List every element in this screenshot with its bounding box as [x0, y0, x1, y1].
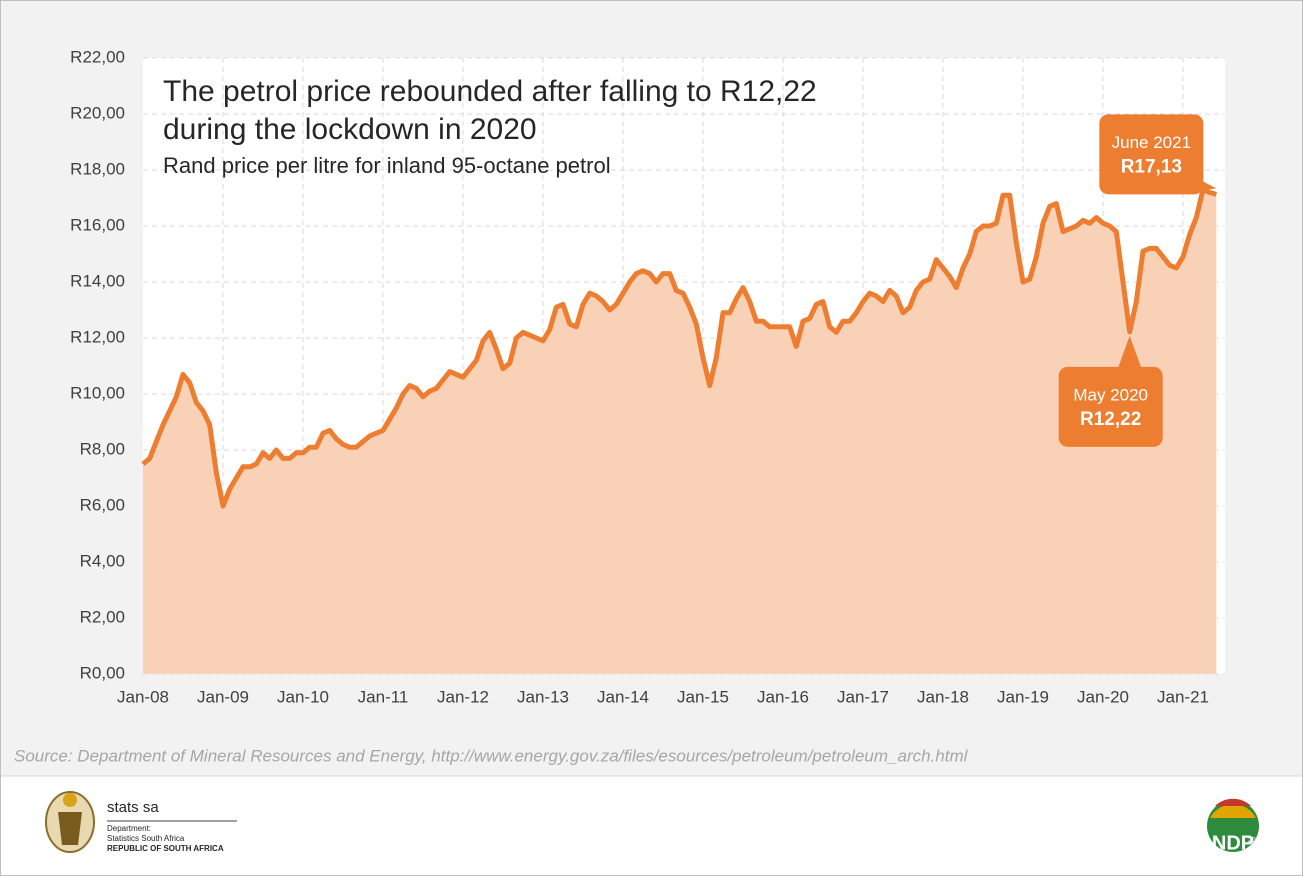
- callout-box: [1058, 366, 1163, 447]
- x-tick-label: Jan-21: [1157, 687, 1209, 706]
- line: [141, 187, 1218, 509]
- y-tick-label: R6,00: [80, 495, 125, 514]
- x-tick-label: Jan-09: [197, 687, 249, 706]
- x-tick-label: Jan-19: [997, 687, 1049, 706]
- footer-band: [1, 776, 1302, 875]
- y-tick-label: R2,00: [80, 607, 125, 626]
- callout-title: June 2021: [1112, 133, 1191, 152]
- y-tick-label: R16,00: [70, 215, 125, 234]
- y-tick-label: R22,00: [70, 47, 125, 66]
- x-tick-label: Jan-20: [1077, 687, 1129, 706]
- callout-box: [1099, 114, 1204, 195]
- ndp-year: 2030: [1248, 837, 1264, 844]
- x-tick-label: Jan-18: [917, 687, 969, 706]
- x-tick-label: Jan-14: [597, 687, 649, 706]
- x-tick-label: Jan-17: [837, 687, 889, 706]
- chart-title: The petrol price rebounded after falling…: [163, 75, 817, 108]
- x-tick-label: Jan-13: [517, 687, 569, 706]
- y-tick-label: R18,00: [70, 159, 125, 178]
- x-tick-label: Jan-16: [757, 687, 809, 706]
- x-tick-label: Jan-10: [277, 687, 329, 706]
- y-tick-label: R14,00: [70, 271, 125, 290]
- source-note: Source: Department of Mineral Resources …: [14, 746, 969, 765]
- ndp-text: NDP: [1212, 832, 1254, 854]
- chart-subtitle: Rand price per litre for inland 95-octan…: [163, 153, 611, 178]
- department-line: REPUBLIC OF SOUTH AFRICA: [107, 844, 224, 853]
- area: [143, 189, 1217, 674]
- x-tick-label: Jan-08: [117, 687, 169, 706]
- y-tick-label: R20,00: [70, 103, 125, 122]
- y-tick-label: R4,00: [80, 551, 125, 570]
- department-line: Department:: [107, 824, 151, 833]
- chart-title: during the lockdown in 2020: [163, 113, 537, 146]
- x-tick-label: Jan-15: [677, 687, 729, 706]
- coat-of-arms: [45, 791, 95, 853]
- x-tick-label: Jan-12: [437, 687, 489, 706]
- callout-title: May 2020: [1073, 385, 1148, 404]
- y-tick-label: R10,00: [70, 383, 125, 402]
- marks: May 2020 R12,22 June 2021 R17,13: [141, 114, 1218, 674]
- ndp-logo: [1207, 798, 1259, 852]
- data-label: R17,13: [1121, 156, 1182, 177]
- y-tick-label: R12,00: [70, 327, 125, 346]
- x-tick-label: Jan-11: [358, 687, 409, 706]
- department-line: Statistics South Africa: [107, 834, 185, 843]
- callout-pointer: [1117, 335, 1142, 369]
- y-tick-label: R8,00: [80, 439, 125, 458]
- data-label: R12,22: [1080, 409, 1141, 430]
- org-name: stats sa: [107, 799, 159, 816]
- y-tick-label: R0,00: [80, 663, 125, 682]
